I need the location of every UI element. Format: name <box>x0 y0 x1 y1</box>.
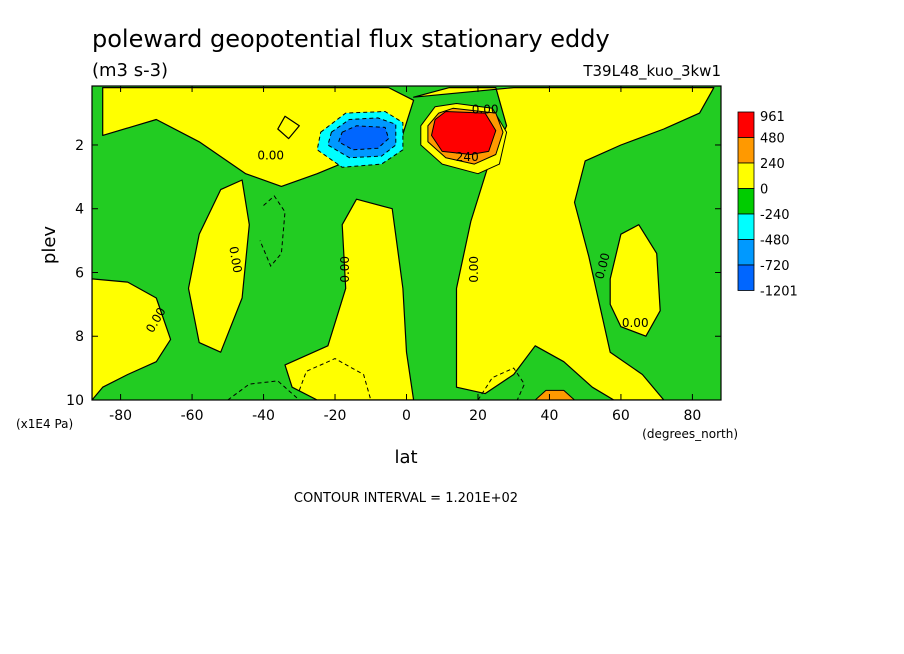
x-tick-label: 0 <box>402 408 411 424</box>
x-tick-label: -40 <box>252 408 275 424</box>
chart-units: (m3 s-3) <box>92 60 168 81</box>
x-tick-label: 40 <box>541 408 559 424</box>
positive-region <box>277 115 300 140</box>
x-axis-unit: (degrees_north) <box>642 427 738 441</box>
colorbar-swatch <box>737 188 755 215</box>
colorbar-label: -720 <box>760 259 790 274</box>
y-axis: 2 4 6 8 10 <box>66 138 721 409</box>
colorbar-swatch <box>737 213 755 240</box>
y-axis-label: plev <box>39 226 60 265</box>
colorbar-swatch <box>737 162 755 189</box>
negative-contour-line <box>298 358 372 400</box>
colorbar-swatch <box>737 239 755 266</box>
contour-label: 0.00 <box>622 316 649 330</box>
y-tick-label: 2 <box>75 138 84 154</box>
colorbar-label: -240 <box>760 208 790 223</box>
strong-negative-region <box>338 125 390 151</box>
contour-label: 0.00 <box>467 256 481 283</box>
contour-label: 0.00 <box>472 102 499 116</box>
strong-positive-region <box>431 111 497 155</box>
chart-title: poleward geopotential flux stationary ed… <box>92 25 610 53</box>
x-tick-label: -20 <box>324 408 347 424</box>
contour-label: 0.00 <box>338 256 352 283</box>
y-tick-label: 8 <box>75 329 84 345</box>
x-tick-label: 60 <box>612 408 630 424</box>
positive-region <box>187 179 250 353</box>
y-tick-label: 10 <box>66 393 84 409</box>
negative-contour-line <box>477 367 525 400</box>
x-axis: -80 -60 -40 -20 0 20 40 60 80 <box>109 86 701 424</box>
mid-positive-spot <box>534 389 575 400</box>
x-axis-label: lat <box>394 447 417 468</box>
colorbar: 961 480 240 0 -240 -480 -720 -1201 <box>737 110 798 300</box>
contour-interval: CONTOUR INTERVAL = 1.201E+02 <box>294 491 518 506</box>
y-tick-label: 4 <box>75 202 84 218</box>
colorbar-swatch <box>737 264 755 291</box>
x-tick-label: -80 <box>109 408 132 424</box>
contour-label: 0.00 <box>592 251 612 280</box>
colorbar-label: -1201 <box>760 285 798 300</box>
contour-label: 0.00 <box>226 245 244 274</box>
y-tick-label: 6 <box>75 265 84 281</box>
colorbar-label: 240 <box>760 157 785 172</box>
x-tick-label: 80 <box>683 408 701 424</box>
positive-region <box>92 278 172 400</box>
contour-label: 240 <box>456 150 479 164</box>
colorbar-label: 961 <box>760 110 785 125</box>
y-axis-unit: (x1E4 Pa) <box>16 417 73 431</box>
positive-region <box>284 198 415 400</box>
x-tick-label: 20 <box>469 408 487 424</box>
colorbar-label: 0 <box>760 183 768 198</box>
colorbar-label: 480 <box>760 132 785 147</box>
contour-label: 0.00 <box>257 149 284 163</box>
colorbar-label: -480 <box>760 234 790 249</box>
colorbar-swatch <box>737 111 755 138</box>
positive-region <box>609 224 661 337</box>
x-tick-label: -60 <box>181 408 204 424</box>
run-label: T39L48_kuo_3kw1 <box>582 62 721 81</box>
colorbar-swatch <box>737 137 755 164</box>
